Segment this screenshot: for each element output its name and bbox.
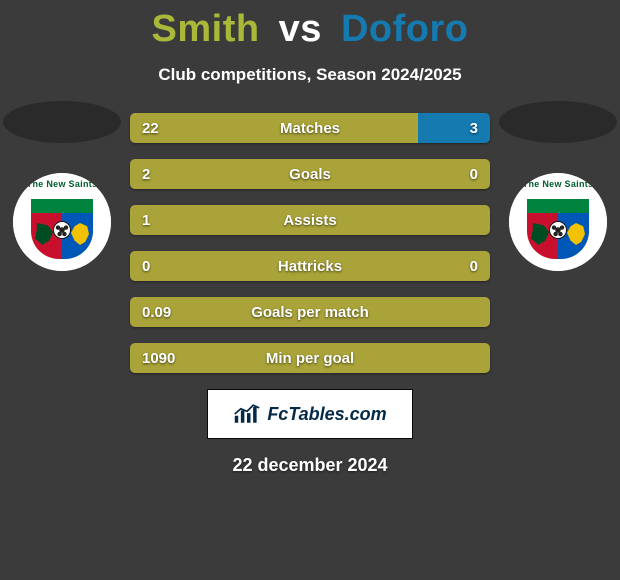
comparison-arena: The New Saints The New Saints [0, 103, 620, 373]
shield-ball-icon [53, 221, 71, 239]
badge-arc-text: The New Saints [13, 179, 111, 189]
brand-chart-icon [233, 402, 261, 426]
shield-band [527, 199, 589, 213]
stat-value-right: 0 [470, 159, 478, 189]
stat-label: Min per goal [130, 343, 490, 373]
stat-label: Hattricks [130, 251, 490, 281]
stat-row: Hattricks0 0 [130, 251, 490, 281]
brand-badge: FcTables.com [207, 389, 413, 439]
stat-value-left: 2 [142, 159, 150, 189]
stat-value-left: 22 [142, 113, 159, 143]
stat-row: Goals2 0 [130, 159, 490, 189]
vs-text: vs [279, 8, 322, 50]
badge-shield [31, 199, 93, 259]
shield-ball-icon [549, 221, 567, 239]
comparison-title: Smith vs Doforo [0, 0, 620, 51]
stat-row: Assists1 [130, 205, 490, 235]
stat-value-right: 3 [470, 113, 478, 143]
player2-silhouette [499, 101, 617, 143]
shield-band [31, 199, 93, 213]
player2-club-badge: The New Saints [509, 173, 607, 271]
stat-label: Matches [130, 113, 490, 143]
stat-row: Goals per match0.09 [130, 297, 490, 327]
generation-date: 22 december 2024 [0, 455, 620, 476]
stat-label: Assists [130, 205, 490, 235]
subtitle: Club competitions, Season 2024/2025 [0, 65, 620, 85]
stat-value-left: 1 [142, 205, 150, 235]
stat-bars: Matches223Goals20Assists1Hattricks00Goal… [130, 103, 490, 373]
right-side: The New Saints [498, 103, 618, 271]
badge-arc-text: The New Saints [509, 179, 607, 189]
stat-value-left: 0.09 [142, 297, 171, 327]
stat-value-right: 0 [470, 251, 478, 281]
stat-label: Goals [130, 159, 490, 189]
stat-row: Min per goal1090 [130, 343, 490, 373]
player1-club-badge: The New Saints [13, 173, 111, 271]
left-side: The New Saints [2, 103, 122, 271]
badge-shield [527, 199, 589, 259]
player1-name: Smith [152, 8, 260, 50]
player1-silhouette [3, 101, 121, 143]
stat-value-left: 1090 [142, 343, 175, 373]
brand-text: FcTables.com [267, 404, 386, 425]
stat-value-left: 0 [142, 251, 150, 281]
stat-row: Matches22 3 [130, 113, 490, 143]
stat-label: Goals per match [130, 297, 490, 327]
player2-name: Doforo [341, 8, 469, 50]
